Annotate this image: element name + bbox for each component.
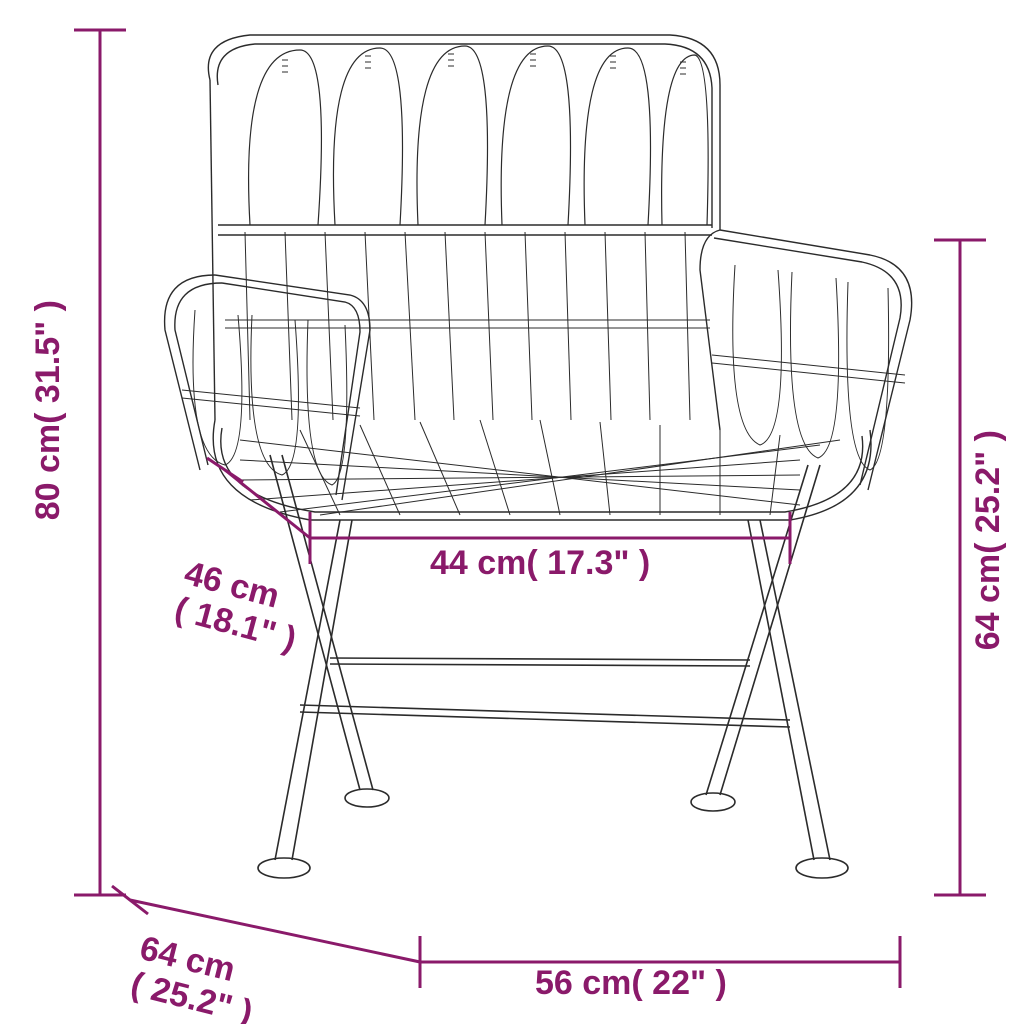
dim-height-total: 80 cm( 31.5" ) bbox=[30, 300, 67, 520]
dim-seat-width: 44 cm( 17.3" ) bbox=[430, 545, 650, 582]
dim-arm-height: 64 cm( 25.2" ) bbox=[970, 430, 1007, 650]
dimension-lines bbox=[0, 0, 1024, 1024]
dim-width-overall: 56 cm( 22" ) bbox=[535, 965, 727, 1002]
